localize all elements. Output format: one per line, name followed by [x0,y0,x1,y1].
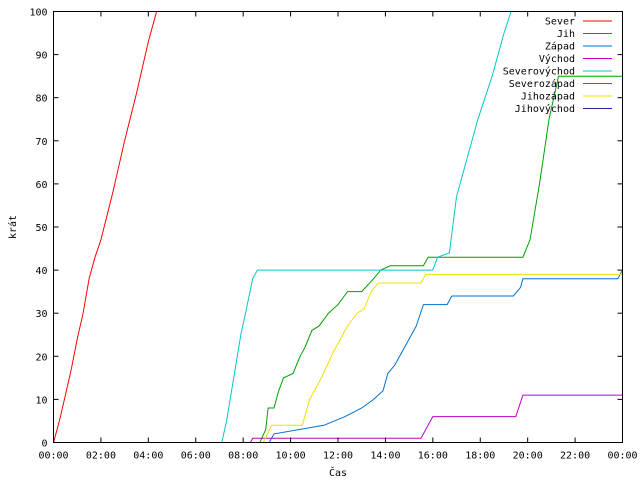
y-tick-label: 100 [29,8,47,19]
legend-label: Západ [545,41,575,53]
x-tick-label: 04:00 [133,451,163,462]
x-tick-label: 00:00 [607,451,637,462]
ticks-layer: 0 10 20 30 40 50 60 70 80 90 100 00:00 02:00 04:00 06:… [29,8,637,462]
series-line-západ [53,269,623,443]
x-tick-label: 14:00 [370,451,400,462]
x-tick-label: 06:00 [181,451,211,462]
legend-label: Severovýchod [503,66,575,78]
series-layer [53,11,623,443]
y-tick-label: 0 [41,439,47,450]
y-tick-label: 20 [35,352,47,363]
legend-label: Jih [557,29,575,40]
series-line-jihozápad [53,273,623,443]
x-tick-label: 00:00 [38,451,68,462]
y-tick-label: 10 [35,395,47,406]
legend-label: Severozápad [509,78,575,90]
x-tick-label: 12:00 [323,451,353,462]
y-tick-label: 50 [35,223,47,234]
x-tick-label: 18:00 [465,451,495,462]
legend-label: Sever [545,17,575,28]
y-tick-label: 70 [35,137,47,148]
y-tick-label: 40 [35,266,47,277]
series-line-jih [53,75,623,443]
series-line-východ [53,394,623,443]
y-tick-label: 80 [35,94,47,105]
x-tick-label: 02:00 [86,451,116,462]
legend-label: Východ [539,53,575,65]
series-line-sever [53,11,158,443]
legend-label: Jihovýchod [515,103,575,115]
y-tick-label: 60 [35,180,47,191]
x-tick-label: 22:00 [560,451,590,462]
x-tick-label: 16:00 [418,451,448,462]
x-tick-label: 10:00 [276,451,306,462]
y-axis-label: krát [7,215,19,239]
y-tick-label: 90 [35,51,47,62]
legend: SeverJihZápadVýchodSeverovýchodSeverozáp… [503,17,612,115]
x-tick-label: 20:00 [513,451,543,462]
x-axis-label: Čas [329,466,347,479]
legend-label: Jihozápad [521,91,575,103]
series-line-severovýchod [53,11,512,443]
x-tick-label: 08:00 [228,451,258,462]
y-tick-label: 30 [35,309,47,320]
